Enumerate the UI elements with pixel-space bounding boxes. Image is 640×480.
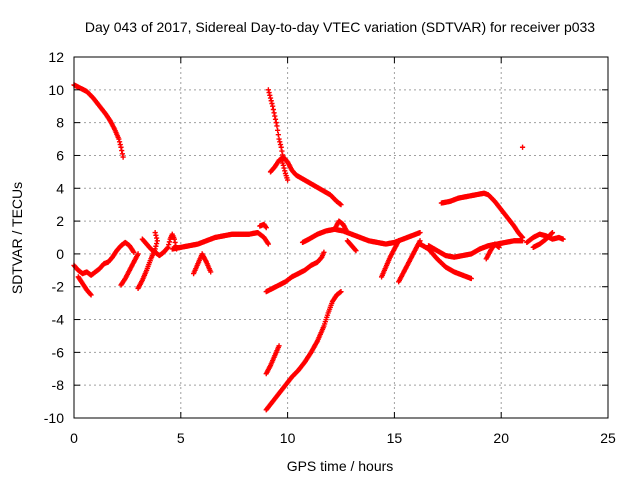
tick-layer: 0 5 10 15 20 25 -10 -8 -6 -4 -2 0 2 4 6 8 10 12 — [44, 49, 616, 446]
data-point — [265, 241, 271, 247]
data-point — [116, 139, 123, 145]
data-point — [272, 113, 278, 119]
y-tick-label: 2 — [56, 213, 64, 229]
data-point — [275, 132, 281, 138]
data-point — [277, 141, 284, 148]
data-point — [280, 162, 286, 168]
data-point — [119, 147, 125, 154]
data-point — [118, 144, 124, 150]
data-point — [172, 239, 178, 246]
x-tick-label: 15 — [387, 430, 403, 446]
data-point — [120, 154, 126, 160]
data-point — [549, 230, 555, 236]
data-point — [269, 100, 275, 107]
data-point — [272, 116, 279, 122]
data-point — [285, 177, 291, 183]
data-point — [282, 168, 288, 174]
data-point — [352, 247, 358, 253]
data-point — [267, 92, 273, 98]
data-point — [268, 98, 274, 104]
data-point — [519, 234, 525, 240]
data-point — [276, 136, 282, 142]
chart-title: Day 043 of 2017, Sidereal Day-to-day VTE… — [85, 19, 595, 35]
data-point — [117, 141, 123, 148]
data-point — [353, 248, 359, 254]
data-point — [164, 245, 170, 251]
data-point — [496, 244, 502, 250]
x-tick-label: 0 — [70, 430, 78, 446]
data-point — [153, 240, 160, 247]
data-point — [468, 275, 474, 282]
data-point — [279, 148, 285, 154]
data-point — [519, 234, 526, 241]
data-point — [271, 110, 277, 116]
data-point — [263, 225, 269, 231]
x-tick-label: 5 — [177, 430, 185, 446]
data-point — [273, 120, 279, 126]
data-point — [270, 106, 276, 113]
data-point — [274, 123, 280, 129]
data-point — [267, 95, 274, 101]
y-tick-label: 0 — [56, 246, 64, 262]
y-tick-label: 10 — [48, 82, 64, 98]
data-point — [276, 343, 282, 349]
data-point — [270, 103, 276, 109]
x-tick-label: 25 — [600, 430, 616, 446]
data-point — [281, 165, 287, 171]
x-axis-label: GPS time / hours — [287, 458, 394, 474]
y-axis-label: SDTVAR / TECUs — [9, 182, 25, 294]
data-point — [344, 229, 351, 236]
y-tick-label: 6 — [56, 147, 64, 163]
data-point — [154, 238, 160, 244]
data-point — [275, 127, 281, 133]
data-point — [208, 269, 214, 275]
data-point — [277, 139, 283, 145]
data-point — [152, 229, 158, 236]
data-point — [560, 236, 566, 242]
data-point — [338, 202, 344, 208]
data-point — [417, 229, 423, 236]
data-point — [549, 229, 556, 236]
data-point — [338, 289, 344, 295]
data-point — [266, 89, 272, 96]
data-point — [166, 239, 173, 245]
y-tick-label: -2 — [52, 279, 65, 295]
y-tick-label: -10 — [44, 410, 64, 426]
data-point — [116, 136, 122, 142]
data-point — [131, 249, 137, 255]
data-layer — [71, 82, 566, 413]
y-tick-label: -8 — [52, 377, 65, 393]
data-point — [265, 87, 271, 93]
data-point — [87, 291, 93, 297]
y-tick-label: 8 — [56, 115, 64, 131]
data-point — [135, 251, 141, 257]
data-point — [166, 242, 172, 248]
x-tick-label: 20 — [493, 430, 509, 446]
plot-frame — [73, 56, 609, 419]
y-tick-label: -4 — [52, 312, 65, 328]
data-point — [88, 292, 94, 298]
data-point — [278, 144, 284, 150]
data-point — [519, 144, 526, 150]
y-tick-label: 12 — [48, 49, 64, 65]
grid-layer — [74, 57, 608, 418]
x-tick-label: 10 — [280, 430, 296, 446]
data-point — [165, 244, 171, 250]
data-point — [153, 232, 159, 238]
y-tick-label: 4 — [56, 180, 64, 196]
data-point — [119, 151, 126, 157]
data-point — [396, 238, 402, 244]
data-point — [153, 243, 159, 249]
data-point — [153, 235, 160, 241]
data-point — [321, 249, 327, 255]
y-tick-label: -6 — [52, 344, 65, 360]
data-point — [171, 236, 177, 242]
